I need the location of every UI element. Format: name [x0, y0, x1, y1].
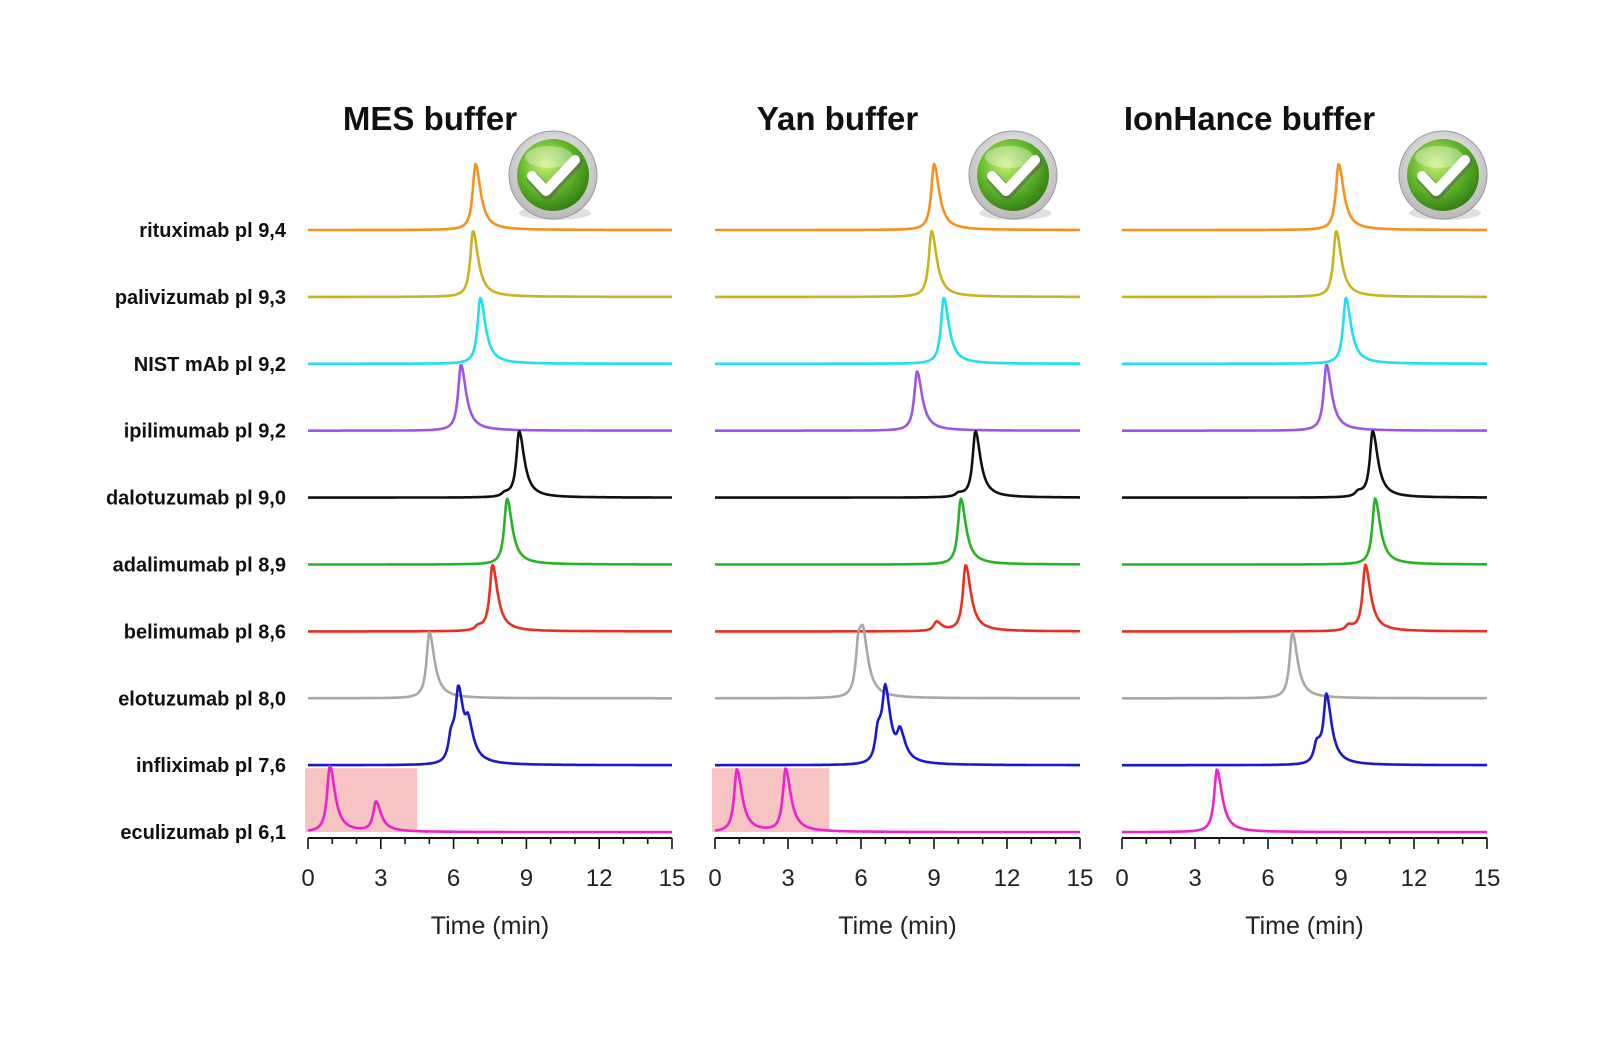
- check-icon: [1398, 130, 1488, 220]
- trace-line: [1121, 430, 1488, 499]
- trace-line: [1121, 563, 1488, 633]
- row-label: dalotuzumab pl 9,0: [106, 488, 286, 510]
- trace-line: [714, 682, 1081, 767]
- trace-line: [1121, 497, 1488, 566]
- trace-line: [1121, 296, 1488, 366]
- panel-title: Yan buffer: [757, 100, 919, 137]
- row-label: adalimumab pl 8,9: [113, 555, 286, 577]
- shaded-region: [305, 768, 418, 832]
- trace-line: [1121, 162, 1488, 232]
- trace-line: [307, 563, 673, 633]
- trace-line: [1121, 230, 1488, 299]
- trace-line: [307, 162, 673, 232]
- row-label: elotuzumab pl 8,0: [118, 688, 286, 710]
- x-tick-label: 12: [586, 865, 613, 892]
- panel: 0 3 6 9 12 15 Time (min) Yan buffer: [708, 100, 1093, 940]
- x-tick-label: 6: [854, 865, 867, 892]
- x-tick-label: 3: [781, 865, 794, 892]
- row-label: palivizumab pl 9,3: [115, 287, 286, 309]
- x-tick-label: 6: [447, 865, 460, 892]
- check-icon: [508, 130, 598, 220]
- trace-line: [307, 230, 673, 299]
- trace-line: [307, 684, 673, 767]
- panel: 0 3 6 9 12 15 Time (min) IonHance buffer: [1115, 100, 1500, 940]
- trace-line: [307, 296, 673, 366]
- x-tick-label: 15: [1474, 865, 1501, 892]
- trace-line: [714, 296, 1081, 366]
- row-label: NIST mAb pl 9,2: [134, 354, 286, 376]
- x-tick-label: 15: [1067, 865, 1094, 892]
- trace-line: [1121, 692, 1488, 767]
- trace-line: [307, 430, 673, 499]
- trace-line: [1121, 768, 1488, 834]
- trace-line: [307, 497, 673, 566]
- trace-line: [307, 631, 673, 700]
- row-label: eculizumab pl 6,1: [120, 822, 286, 844]
- x-tick-label: 3: [374, 865, 387, 892]
- panels: 0 3 6 9 12 15 Time (min) MES buffer 0 3 6 9 12 15 Time…: [301, 100, 1500, 940]
- trace-line: [714, 497, 1081, 566]
- trace-line: [714, 229, 1081, 299]
- x-tick-label: 12: [1401, 865, 1428, 892]
- panel: 0 3 6 9 12 15 Time (min) MES buffer: [301, 100, 685, 940]
- x-axis-title: Time (min): [431, 912, 550, 940]
- trace-line: [1121, 631, 1488, 700]
- x-axis-title: Time (min): [1245, 912, 1364, 940]
- trace-line: [714, 370, 1081, 432]
- x-tick-label: 6: [1261, 865, 1274, 892]
- trace-line: [1121, 363, 1488, 432]
- row-label: infliximab pl 7,6: [136, 755, 286, 777]
- shaded-region: [712, 768, 830, 832]
- x-tick-label: 0: [708, 865, 721, 892]
- x-axis-title: Time (min): [838, 912, 957, 940]
- check-icon: [968, 130, 1058, 220]
- trace-line: [714, 623, 1081, 700]
- row-labels: rituximab pl 9,4 palivizumab pl 9,3 NIST m…: [106, 220, 287, 844]
- x-tick-label: 3: [1188, 865, 1201, 892]
- row-label: ipilimumab pl 9,2: [124, 421, 286, 443]
- trace-line: [307, 363, 673, 432]
- panel-title: IonHance buffer: [1124, 100, 1375, 137]
- trace-line: [307, 764, 673, 834]
- panel-title: MES buffer: [343, 100, 517, 137]
- x-tick-label: 9: [927, 865, 940, 892]
- row-label: belimumab pl 8,6: [124, 621, 286, 643]
- x-tick-label: 0: [1115, 865, 1128, 892]
- trace-line: [714, 767, 1081, 834]
- x-tick-label: 9: [520, 865, 533, 892]
- x-tick-label: 9: [1334, 865, 1347, 892]
- trace-line: [714, 564, 1081, 633]
- trace-line: [714, 162, 1081, 232]
- row-label: rituximab pl 9,4: [139, 220, 287, 242]
- x-tick-label: 0: [301, 865, 314, 892]
- x-tick-label: 15: [659, 865, 686, 892]
- x-tick-label: 12: [994, 865, 1021, 892]
- trace-line: [714, 430, 1081, 499]
